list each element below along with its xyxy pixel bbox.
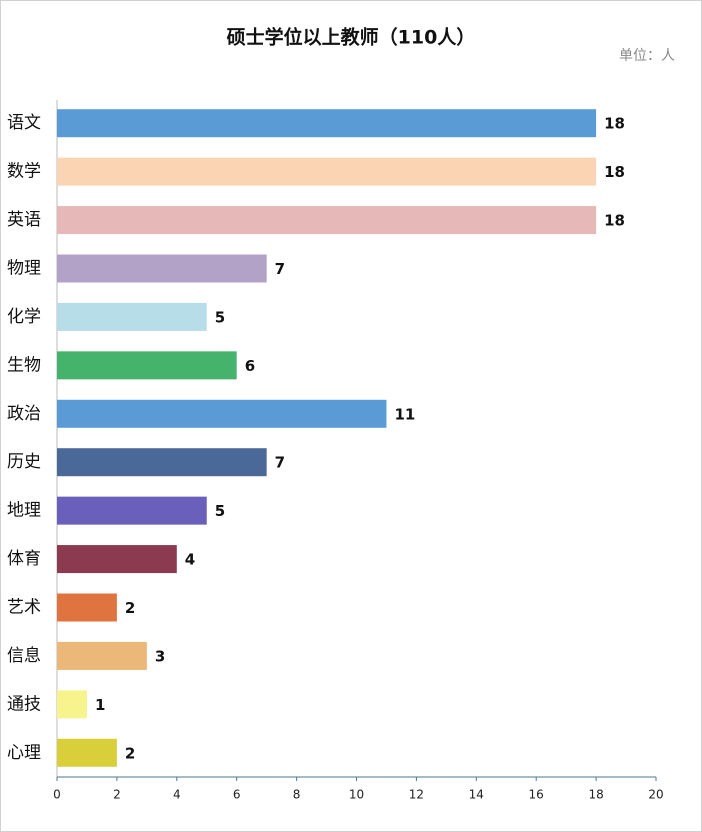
y-tick-label: 历史 — [7, 452, 41, 472]
data-label: 5 — [215, 502, 225, 520]
bar — [57, 496, 207, 525]
y-tick-label: 物理 — [7, 259, 41, 279]
y-tick-label: 政治 — [7, 404, 41, 424]
data-label: 5 — [215, 308, 225, 326]
x-tick-label: 0 — [53, 788, 61, 802]
x-tick-label: 16 — [529, 788, 544, 802]
x-tick-label: 2 — [113, 788, 121, 802]
data-label: 7 — [275, 454, 285, 472]
data-label: 11 — [394, 405, 415, 423]
data-label: 7 — [275, 260, 285, 278]
y-tick-label: 地理 — [7, 501, 41, 521]
x-tick-label: 18 — [588, 788, 603, 802]
bar — [57, 545, 177, 574]
y-tick-label: 数学 — [7, 162, 41, 182]
data-label: 6 — [245, 357, 255, 375]
data-label: 2 — [125, 599, 135, 617]
bar — [57, 641, 147, 670]
data-label: 1 — [95, 696, 105, 714]
bar — [57, 254, 267, 283]
data-label: 2 — [125, 744, 135, 762]
y-tick-label: 信息 — [7, 646, 41, 666]
data-label: 18 — [604, 115, 625, 133]
bar — [57, 109, 597, 138]
y-tick-label: 艺术 — [7, 598, 41, 618]
data-label: 4 — [185, 551, 195, 569]
x-tick-label: 10 — [349, 788, 364, 802]
bar — [57, 206, 597, 235]
bar — [57, 157, 597, 186]
unit-label: 单位：人 — [619, 48, 675, 64]
y-tick-label: 英语 — [7, 210, 41, 230]
bar — [57, 690, 87, 719]
y-tick-label: 语文 — [7, 113, 41, 133]
y-tick-label: 心理 — [7, 743, 41, 763]
y-tick-label: 生物 — [7, 355, 41, 375]
bar — [57, 302, 207, 331]
bar — [57, 593, 117, 622]
bar — [57, 738, 117, 767]
bar — [57, 351, 237, 380]
bar — [57, 448, 267, 477]
x-tick-label: 20 — [648, 788, 663, 802]
x-tick-label: 12 — [409, 788, 424, 802]
bar — [57, 399, 387, 428]
data-label: 18 — [604, 163, 625, 181]
y-tick-label: 体育 — [7, 549, 41, 569]
x-tick-label: 14 — [469, 788, 484, 802]
data-label: 3 — [155, 647, 165, 665]
y-tick-label: 化学 — [7, 307, 41, 327]
x-tick-label: 6 — [233, 788, 241, 802]
data-label: 18 — [604, 212, 625, 230]
chart-title: 硕士学位以上教师（110人） — [227, 26, 476, 49]
y-tick-label: 通技 — [7, 694, 41, 714]
x-tick-label: 8 — [293, 788, 301, 802]
x-tick-label: 4 — [173, 788, 181, 802]
